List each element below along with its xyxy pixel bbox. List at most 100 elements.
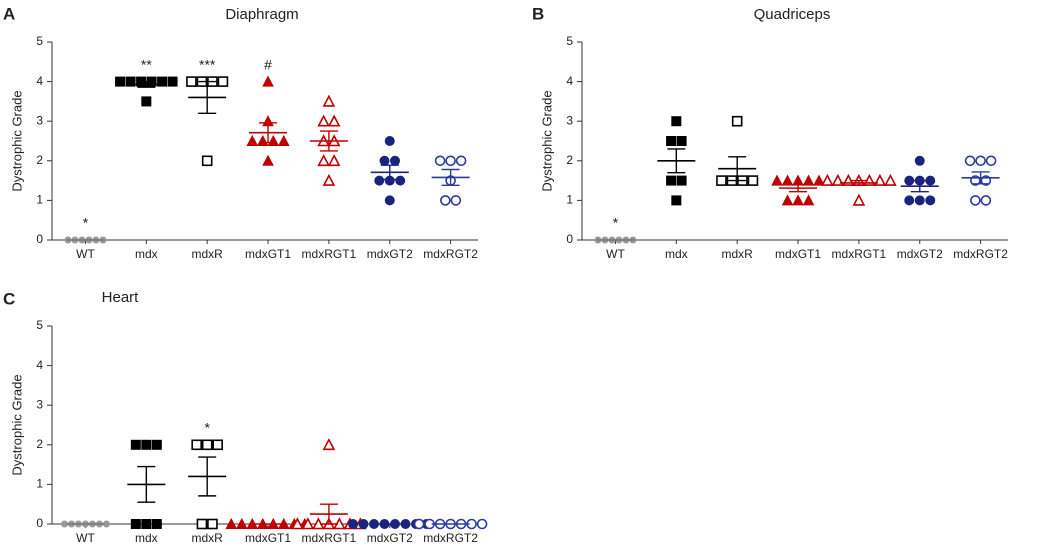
point bbox=[813, 174, 825, 186]
point bbox=[821, 173, 834, 186]
x-tick-label: mdxGT2 bbox=[897, 247, 943, 261]
x-tick-label: mdx bbox=[665, 247, 688, 261]
point bbox=[141, 96, 152, 107]
x-tick-label: mdx bbox=[135, 531, 158, 545]
point bbox=[207, 518, 218, 530]
point bbox=[450, 195, 462, 206]
x-tick-label: mdxRGT1 bbox=[302, 531, 357, 545]
panel-label: C bbox=[3, 289, 15, 308]
error-bar bbox=[319, 130, 338, 152]
point bbox=[980, 195, 992, 206]
y-tick-label: 2 bbox=[566, 153, 573, 167]
point bbox=[985, 155, 997, 167]
point bbox=[141, 439, 152, 450]
point bbox=[384, 136, 395, 146]
point bbox=[731, 115, 743, 127]
point bbox=[277, 134, 290, 146]
x-tick-label: mdxGT2 bbox=[367, 531, 413, 545]
y-tick-label: 0 bbox=[566, 232, 573, 246]
point bbox=[225, 517, 238, 529]
x-tick-label: mdxRGT2 bbox=[423, 247, 478, 261]
point bbox=[130, 519, 141, 529]
point bbox=[217, 76, 229, 87]
significance-label: * bbox=[613, 215, 619, 231]
point bbox=[151, 519, 162, 529]
point bbox=[327, 154, 341, 167]
point bbox=[322, 438, 336, 451]
point bbox=[322, 173, 336, 186]
y-tick-label: 4 bbox=[36, 74, 43, 88]
point bbox=[151, 439, 162, 450]
point bbox=[904, 195, 915, 206]
point bbox=[852, 193, 866, 206]
point bbox=[186, 76, 197, 87]
y-tick-label: 0 bbox=[36, 232, 43, 246]
point bbox=[115, 76, 126, 87]
point bbox=[390, 155, 401, 166]
point bbox=[322, 94, 336, 107]
point bbox=[666, 175, 677, 186]
y-axis-label: Dystrophic Grade bbox=[539, 90, 554, 191]
point bbox=[676, 175, 687, 186]
y-tick-label: 2 bbox=[36, 437, 43, 451]
point bbox=[914, 155, 925, 166]
point bbox=[256, 134, 269, 146]
x-tick-label: mdxRGT1 bbox=[832, 247, 887, 261]
point bbox=[666, 136, 677, 146]
x-tick-label: mdx bbox=[135, 247, 158, 261]
point bbox=[476, 518, 488, 530]
error-bar bbox=[667, 148, 686, 174]
panel-label: A bbox=[3, 4, 15, 23]
x-tick-label: mdxGT1 bbox=[245, 531, 291, 545]
x-tick-label: mdxGT1 bbox=[775, 247, 821, 261]
error-bar bbox=[849, 179, 868, 187]
point bbox=[445, 155, 456, 167]
point bbox=[975, 155, 986, 167]
point bbox=[455, 155, 467, 167]
point bbox=[291, 517, 304, 530]
point bbox=[246, 134, 259, 146]
point bbox=[125, 76, 136, 87]
point bbox=[747, 175, 759, 186]
point bbox=[358, 519, 369, 529]
point bbox=[262, 75, 274, 87]
point bbox=[384, 195, 395, 206]
point bbox=[802, 194, 815, 206]
point bbox=[716, 175, 727, 186]
x-tick-label: mdxGT2 bbox=[367, 247, 413, 261]
y-tick-label: 1 bbox=[36, 193, 43, 207]
error-bar bbox=[198, 80, 217, 114]
y-tick-label: 5 bbox=[36, 318, 43, 332]
y-tick-label: 5 bbox=[36, 34, 43, 48]
y-axis-label: Dystrophic Grade bbox=[9, 90, 24, 191]
point bbox=[317, 154, 330, 167]
y-tick-label: 4 bbox=[566, 74, 573, 88]
x-tick-label: mdxR bbox=[192, 247, 224, 261]
point bbox=[201, 439, 213, 451]
y-tick-label: 3 bbox=[566, 113, 573, 127]
error-bar bbox=[137, 465, 156, 503]
x-tick-label: mdxRGT2 bbox=[953, 247, 1008, 261]
point bbox=[141, 519, 152, 529]
y-tick-label: 2 bbox=[36, 153, 43, 167]
x-tick-label: mdxRGT1 bbox=[302, 247, 357, 261]
x-tick-label: mdxR bbox=[192, 531, 224, 545]
point bbox=[413, 518, 425, 530]
x-tick-label: WT bbox=[76, 531, 95, 545]
y-tick-label: 5 bbox=[566, 34, 573, 48]
point bbox=[201, 155, 213, 167]
point bbox=[267, 134, 280, 146]
point bbox=[379, 155, 390, 166]
significance-label: * bbox=[204, 420, 210, 436]
point bbox=[395, 175, 406, 186]
point bbox=[167, 76, 178, 87]
chart-title: Heart bbox=[102, 289, 140, 306]
point bbox=[802, 174, 815, 186]
x-tick-label: mdxGT1 bbox=[245, 247, 291, 261]
error-bar bbox=[137, 80, 156, 88]
significance-label: # bbox=[264, 56, 272, 72]
point bbox=[374, 175, 385, 186]
point bbox=[212, 439, 223, 451]
point bbox=[671, 195, 682, 206]
